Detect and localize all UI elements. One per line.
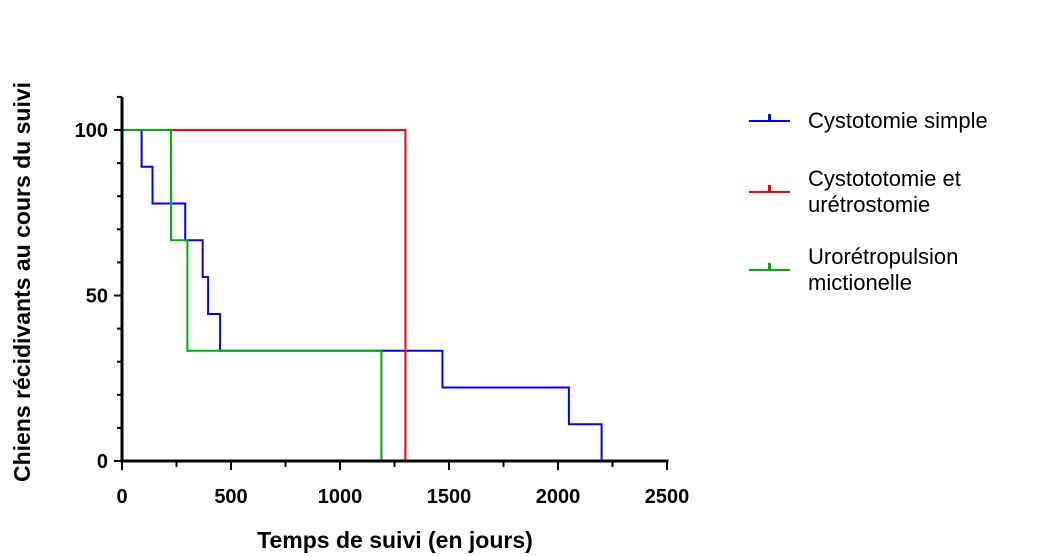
legend-label-3: Urorétropulsion mictionelle [808,244,958,295]
legend-label-line: urétrostomie [808,192,930,217]
x-tick-label: 2000 [536,486,581,508]
y-tick-label: 100 [75,120,108,142]
y-tick-label: 0 [97,451,108,473]
x-tick-label: 0 [116,486,127,508]
x-tick-label: 1000 [318,486,363,508]
y-tick-label: 50 [86,286,108,308]
x-tick-label: 1500 [427,486,472,508]
legend-label-line: Urorétropulsion [808,244,958,269]
legend-label-line: Cystotomie simple [808,108,988,133]
x-tick-label: 2500 [645,486,690,508]
legend-label-line: Cystototomie et [808,166,961,191]
series-line-1 [122,129,603,461]
x-axis-title: Temps de suivi (en jours) [257,527,533,553]
legend-label-1: Cystotomie simple [808,108,988,133]
legend: Cystotomie simple Cystototomie et urétrost… [749,108,988,295]
series-line-3 [122,129,383,461]
x-tick-label: 500 [214,486,247,508]
series-line-2 [122,129,407,461]
series-layer [122,129,603,461]
y-axis-title: Chiens récidivants au cours du suivi [9,82,35,482]
legend-label-2: Cystototomie et urétrostomie [808,166,961,217]
legend-label-line: mictionelle [808,270,912,295]
